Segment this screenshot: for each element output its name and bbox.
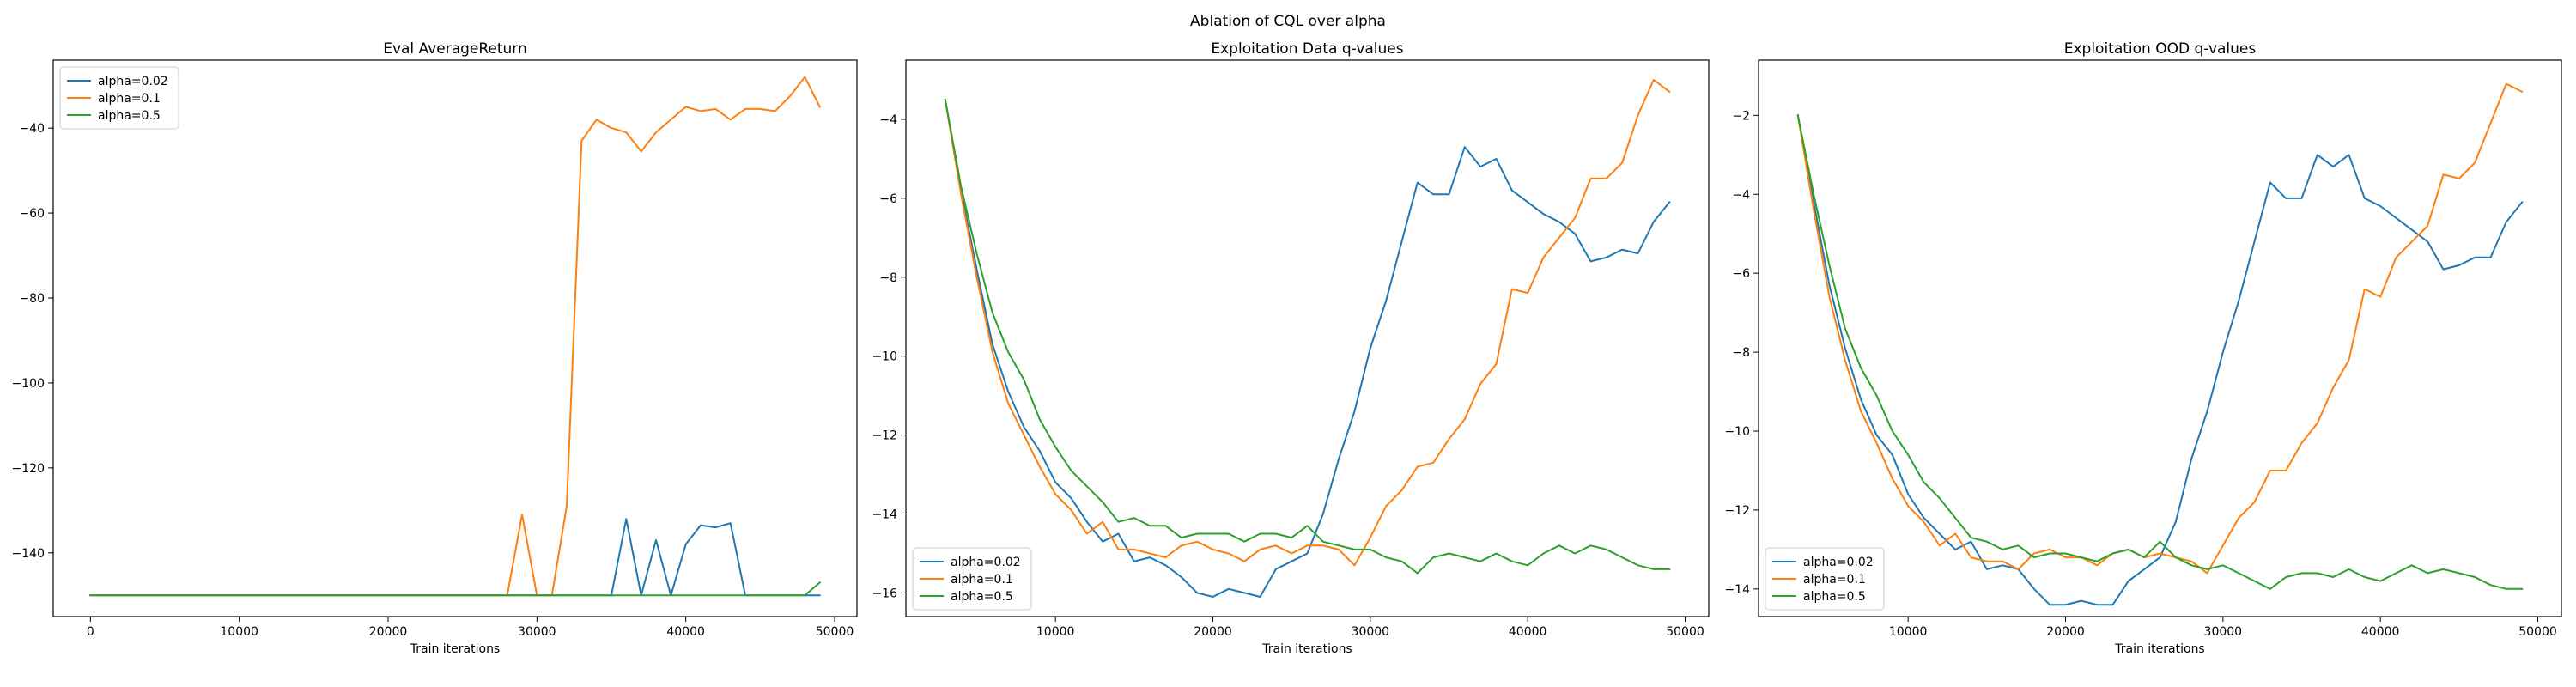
series-line-alpha-0-1 [1796,82,2524,575]
legend-label: alpha=0.02 [98,75,168,88]
axes-frame [1758,59,2562,617]
x-tick-label: 0 [87,625,94,639]
x-tick-label: 50000 [2518,625,2557,639]
subplot-title: Eval AverageReturn [383,40,527,58]
y-tick-label: −60 [19,207,45,221]
x-axis-label: Train iterations [410,642,500,656]
x-tick-label: 20000 [369,625,408,639]
legend: alpha=0.02 alpha=0.1 alpha=0.5 [59,66,179,130]
x-tick-label: 50000 [1666,625,1704,639]
y-tick-label: −2 [1732,109,1750,123]
x-tick-label: 20000 [2046,625,2085,639]
legend-label: alpha=0.1 [951,573,1013,587]
legend: alpha=0.02 alpha=0.1 alpha=0.5 [912,547,1032,611]
x-tick-label: 20000 [1194,625,1232,639]
legend-label: alpha=0.02 [1803,556,1874,569]
plot-area [944,79,1671,598]
legend: alpha=0.02 alpha=0.1 alpha=0.5 [1765,547,1885,611]
y-tick-label: −100 [12,377,45,391]
y-tick-label: −6 [1732,267,1750,281]
x-tick-label: 40000 [1509,625,1547,639]
x-tick-label: 30000 [2204,625,2243,639]
subplot-title: Exploitation OOD q-values [2064,40,2257,58]
legend-label: alpha=0.5 [951,590,1013,604]
y-tick-label: −12 [872,429,897,443]
series-line-alpha-0-02 [89,518,821,597]
y-tick-label: −4 [879,113,897,127]
y-tick-label: −140 [12,547,45,561]
y-tick-label: −120 [12,462,45,476]
y-tick-label: −10 [1724,425,1750,439]
y-tick-label: −12 [1724,504,1750,518]
y-tick-label: −14 [1724,583,1750,597]
y-tick-label: −4 [1732,188,1750,202]
x-axis-label: Train iterations [1261,642,1352,656]
series-line-alpha-0-02 [944,98,1671,598]
plot-area [89,76,822,597]
x-tick-label: 30000 [518,625,556,639]
y-tick-label: −40 [19,122,45,136]
series-line-alpha-0-02 [1796,114,2524,606]
x-tick-label: 50000 [816,625,854,639]
x-axis-label: Train iterations [2114,642,2204,656]
x-tick-label: 40000 [666,625,705,639]
series-line-alpha-0-5 [89,581,822,597]
y-tick-label: −80 [19,292,45,306]
y-tick-label: −10 [872,350,897,364]
x-tick-label: 40000 [2361,625,2400,639]
legend-label: alpha=0.5 [98,109,161,123]
subplot-2: Exploitation Data q-values 10000 20000 3000… [872,40,1710,656]
plot-area [1796,82,2524,606]
series-line-alpha-0-5 [944,98,1671,575]
series-line-alpha-0-1 [944,79,1671,567]
axes-frame [52,59,858,617]
y-tick-label: −6 [879,192,897,206]
y-tick-label: −8 [1732,346,1750,360]
legend-label: alpha=0.5 [1803,590,1866,604]
x-tick-label: 10000 [220,625,258,639]
legend-box [59,66,179,130]
x-tick-label: 10000 [1036,625,1075,639]
subplot-3: Exploitation OOD q-values 10000 20000 30000… [1724,40,2562,656]
x-tick-label: 10000 [1889,625,1928,639]
legend-box [912,547,1032,611]
series-line-alpha-0-1 [89,76,822,597]
legend-box [1765,547,1885,611]
subplot-title: Exploitation Data q-values [1211,40,1403,58]
subplot-1: Eval AverageReturn 0 10000 20000 30000 40000 5… [12,40,858,656]
legend-label: alpha=0.1 [1803,573,1866,587]
legend-label: alpha=0.1 [98,92,161,106]
figure-title: Ablation of CQL over alpha [1190,13,1386,30]
series-line-alpha-0-5 [1796,114,2524,590]
legend-label: alpha=0.02 [951,556,1021,569]
x-tick-label: 30000 [1352,625,1390,639]
y-tick-label: −16 [872,587,897,600]
y-tick-label: −8 [879,271,897,285]
y-tick-label: −14 [872,508,897,522]
axes-frame [905,59,1710,617]
subplots: Eval AverageReturn 0 10000 20000 30000 40000 5… [12,40,2562,656]
